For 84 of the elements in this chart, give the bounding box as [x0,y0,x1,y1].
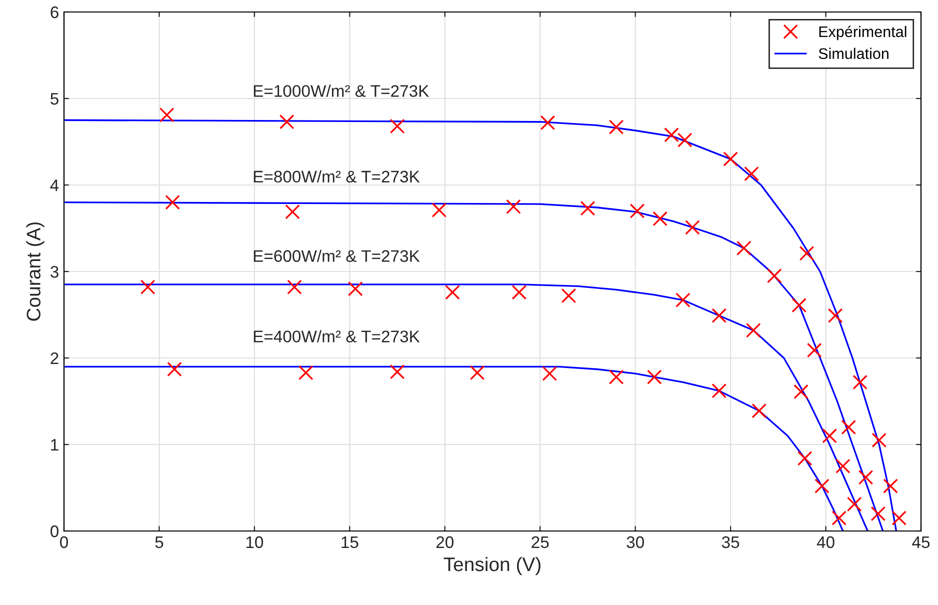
point [799,246,814,261]
point [608,370,624,384]
x-tick-label: 15 [342,536,358,548]
point [167,362,182,377]
point [852,374,868,390]
point [841,420,856,435]
point [712,308,727,324]
point [159,108,174,122]
x-axis-title: Tension (V) [444,556,540,576]
point [832,510,847,526]
point [652,211,668,226]
y-tick-label: 0 [50,525,58,538]
y-tick-label: 3 [50,266,58,278]
line-series [64,366,844,531]
x-tick-label: 0 [60,536,68,548]
x-tick-label: 20 [436,536,454,548]
point [285,204,300,220]
point [630,204,645,218]
annotation: E=600W/m² & T=273K [254,250,420,262]
point [348,281,363,296]
point [506,199,521,214]
point [736,240,752,256]
point [858,470,874,485]
x-tick-label: 30 [626,536,644,548]
point [685,220,700,235]
y-tick-label: 5 [50,93,58,105]
y-tick-label: 4 [50,180,59,192]
point [822,428,838,444]
point [792,298,807,313]
point [540,115,556,130]
point [766,268,782,284]
annotation: E=800W/m² & T=273K [254,170,420,183]
point [445,284,460,300]
point [872,432,887,448]
x-tick-label: 35 [722,536,740,548]
point [797,450,812,466]
point [870,506,886,522]
point [676,292,690,308]
legend-label: Expérimental [819,26,906,40]
point [746,322,761,338]
y-tick-label: 1 [51,439,58,451]
point [677,132,692,148]
point [580,200,596,216]
x-tick-label: 25 [532,536,549,548]
y-axis-title: Courant (A) [26,222,44,321]
x-tick-label: 5 [155,536,164,548]
point [892,510,907,526]
point [561,288,576,304]
point [664,127,679,142]
x-tick-label: 10 [246,536,264,548]
x-tick-label: 40 [816,536,834,548]
point [542,366,558,381]
point [806,342,822,358]
point [390,118,405,134]
x-tick-label: 45 [912,536,930,548]
point [287,280,302,294]
point [512,284,527,300]
point [794,384,808,400]
y-tick-label: 6 [50,6,58,18]
point [883,478,898,494]
y-tick-label: 2 [50,352,58,364]
point [608,120,624,134]
point [835,458,850,474]
point [390,364,405,380]
point [712,383,727,398]
legend-label: Simulation [818,48,888,60]
annotation: E=400W/m² & T=273K [254,330,420,342]
point [846,496,862,512]
point [828,308,843,324]
line-series [64,284,869,531]
line-series [64,201,884,531]
annotation: E=1000W/m² & T=273K [254,84,429,97]
point [140,280,156,294]
point [752,403,767,418]
point [279,114,294,130]
point [814,478,830,494]
point [744,166,759,182]
point [646,370,662,384]
point [165,194,180,210]
point [470,365,485,380]
point [723,152,738,166]
point [298,365,314,380]
point [432,202,447,218]
line-series [64,119,898,531]
